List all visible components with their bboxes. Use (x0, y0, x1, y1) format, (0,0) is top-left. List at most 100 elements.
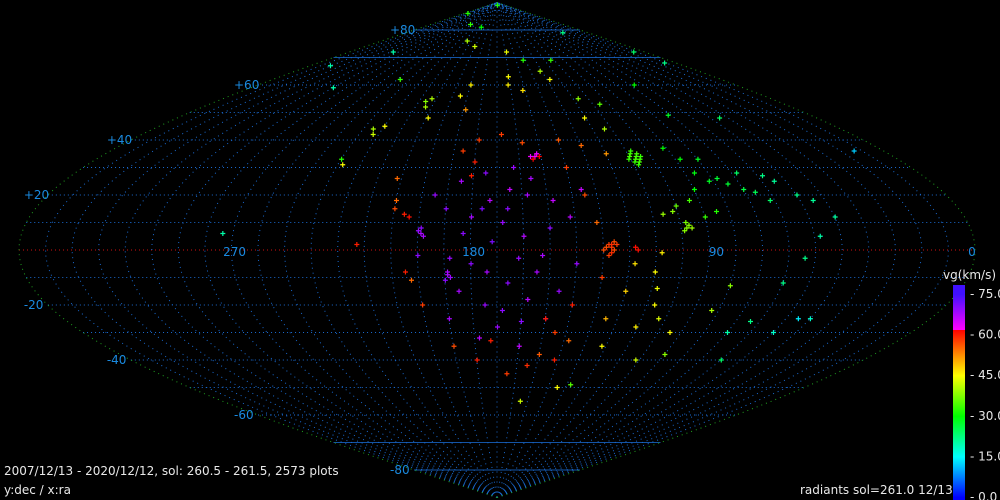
colorbar-segment (953, 476, 965, 478)
colorbar-segment (953, 444, 965, 446)
radiant-point (505, 82, 511, 88)
radiant-point (718, 357, 724, 363)
colorbar-segment (953, 309, 965, 311)
colorbar-segment (953, 343, 965, 345)
colorbar-segment (953, 311, 965, 313)
colorbar-segment (953, 366, 965, 368)
colorbar-segment (953, 467, 965, 469)
colorbar-segment (953, 496, 965, 498)
colorbar-segment (953, 406, 965, 408)
radiant-point (582, 115, 588, 121)
radiant-point (488, 338, 494, 344)
radiant-point (683, 220, 689, 225)
colorbar-segment (953, 418, 965, 420)
colorbar-segment (953, 435, 965, 437)
radiant-point (709, 308, 715, 313)
colorbar-tick-label: - 15.0 (970, 449, 1000, 463)
radiant-point (851, 148, 857, 154)
radiant-point (603, 316, 609, 322)
radiant-point (770, 330, 776, 335)
radiant-point (794, 192, 800, 198)
colorbar-segment (953, 415, 965, 417)
colorbar-segment (953, 303, 965, 305)
dec-tick-label: +80 (390, 23, 415, 37)
colorbar-segment (953, 393, 965, 395)
radiant-point (633, 357, 639, 363)
colorbar-segment (953, 463, 965, 465)
radiant-point (507, 187, 513, 192)
colorbar-segment (953, 490, 965, 492)
radiant-point (476, 335, 482, 341)
colorbar-segment (953, 472, 965, 474)
colorbar-segment (953, 497, 965, 499)
radiant-point (423, 104, 429, 110)
colorbar-segment (953, 367, 965, 369)
colorbar-segment (953, 324, 965, 326)
radiant-point (418, 225, 424, 231)
radiant-point (734, 170, 740, 176)
colorbar-segment (953, 296, 965, 298)
colorbar-segment (953, 425, 965, 427)
colorbar-segment (953, 329, 965, 331)
colorbar-segment (953, 361, 965, 363)
colorbar-segment (953, 401, 965, 403)
radiant-point (691, 170, 697, 176)
radiant-point (817, 233, 823, 239)
colorbar-segment (953, 416, 965, 418)
colorbar-segment (953, 319, 965, 321)
colorbar-segment (953, 347, 965, 349)
colorbar-segment (953, 345, 965, 347)
radiant-point (725, 181, 731, 187)
radiant-point (499, 308, 505, 313)
colorbar-segment (953, 448, 965, 450)
colorbar-segment (953, 398, 965, 400)
radiant-point (528, 176, 534, 181)
radiant-point (667, 330, 673, 335)
colorbar-segment (953, 426, 965, 428)
colorbar-segment (953, 460, 965, 462)
radiant-point (354, 242, 360, 247)
radiant-point (771, 178, 777, 184)
ra-gridline (496, 2, 790, 498)
radiant-point (393, 198, 399, 203)
colorbar-segment (953, 442, 965, 444)
colorbar-segment (953, 304, 965, 306)
radiant-point (727, 283, 733, 289)
colorbar-segment (953, 346, 965, 348)
colorbar-segment (953, 423, 965, 425)
radiant-point (460, 148, 466, 154)
radiant-point (810, 198, 816, 203)
radiant-point (406, 214, 412, 220)
ra-tick-label: 180 (462, 245, 485, 259)
colorbar-segment (953, 297, 965, 299)
radiant-point (574, 261, 580, 267)
colorbar-segment (953, 288, 965, 290)
radiant-point (760, 173, 766, 179)
radiant-point (724, 330, 730, 335)
colorbar-segment (953, 477, 965, 479)
summary-text: 2007/12/13 - 2020/12/12, sol: 260.5 - 26… (4, 464, 339, 478)
colorbar-segment (953, 332, 965, 334)
colorbar-segment (953, 478, 965, 480)
colorbar-segment (953, 455, 965, 457)
colorbar-segment (953, 487, 965, 489)
ra-tick-label: 90 (709, 245, 724, 259)
radiant-point (631, 49, 637, 55)
dec-tick-label: +60 (234, 78, 259, 92)
colorbar-segment (953, 306, 965, 308)
radiant-point (451, 343, 457, 349)
radiant-point (220, 231, 226, 236)
ra-gridline (496, 2, 764, 498)
colorbar-segment (953, 492, 965, 494)
colorbar-segment (953, 388, 965, 390)
radiant-point (487, 198, 493, 203)
ra-gridline (45, 2, 498, 498)
ra-gridline (496, 2, 896, 498)
colorbar-segment (953, 445, 965, 447)
colorbar-segment (953, 493, 965, 495)
radiant-point (660, 211, 666, 217)
colorbar-segment (953, 468, 965, 470)
colorbar-segment (953, 464, 965, 466)
colorbar-segment (953, 441, 965, 443)
radiants-text: radiants sol=261.0 12/13 (800, 483, 953, 497)
